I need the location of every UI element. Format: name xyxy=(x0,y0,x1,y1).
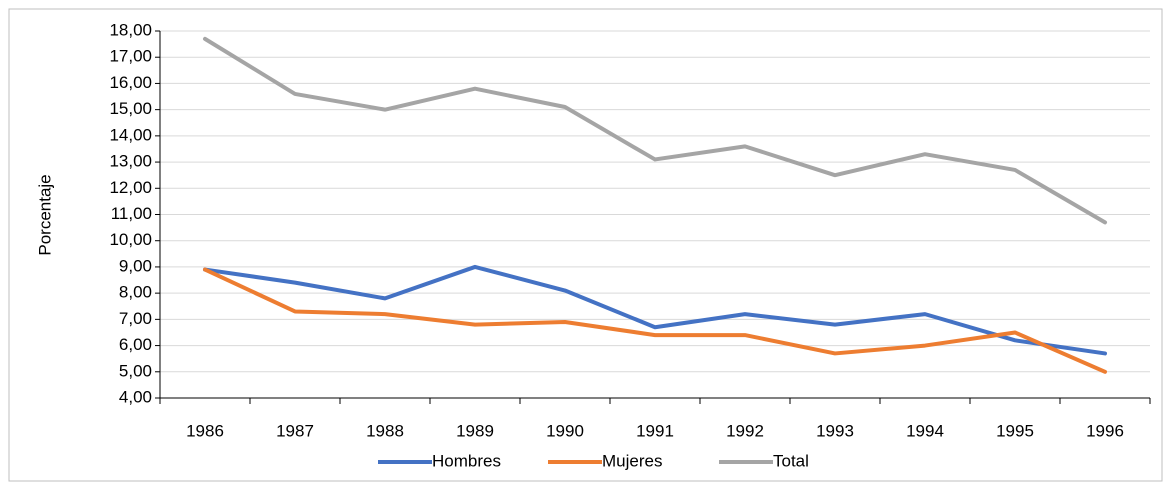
y-tick-label: 7,00 xyxy=(119,309,152,328)
legend-label: Hombres xyxy=(432,451,501,470)
x-tick-label: 1994 xyxy=(906,421,944,440)
x-tick-label: 1993 xyxy=(816,421,854,440)
y-tick-label: 6,00 xyxy=(119,335,152,354)
y-tick-label: 12,00 xyxy=(109,178,152,197)
legend-label: Total xyxy=(773,451,809,470)
x-tick-label: 1996 xyxy=(1086,421,1124,440)
y-tick-label: 8,00 xyxy=(119,283,152,302)
x-tick-label: 1986 xyxy=(186,421,224,440)
y-tick-label: 9,00 xyxy=(119,256,152,275)
y-tick-label: 17,00 xyxy=(109,47,152,66)
x-tick-label: 1987 xyxy=(276,421,314,440)
y-tick-label: 10,00 xyxy=(109,230,152,249)
y-axis-label: Porcentaje xyxy=(35,174,54,255)
y-tick-label: 13,00 xyxy=(109,152,152,171)
x-tick-label: 1995 xyxy=(996,421,1034,440)
y-tick-label: 18,00 xyxy=(109,20,152,39)
series-line xyxy=(203,36,1107,225)
y-tick-label: 11,00 xyxy=(111,204,152,223)
legend-label: Mujeres xyxy=(602,451,662,470)
x-tick-label: 1991 xyxy=(636,421,674,440)
x-tick-label: 1988 xyxy=(366,421,404,440)
x-tick-label: 1989 xyxy=(456,421,494,440)
y-tick-label: 4,00 xyxy=(119,387,152,406)
series-line xyxy=(203,267,1107,374)
y-tick-label: 15,00 xyxy=(109,99,152,118)
chart-border xyxy=(8,8,1163,482)
y-tick-label: 16,00 xyxy=(109,73,152,92)
y-tick-label: 5,00 xyxy=(119,361,152,380)
x-tick-label: 1992 xyxy=(726,421,764,440)
series-line xyxy=(203,264,1107,356)
y-tick-label: 14,00 xyxy=(109,125,152,144)
x-tick-label: 1990 xyxy=(546,421,584,440)
